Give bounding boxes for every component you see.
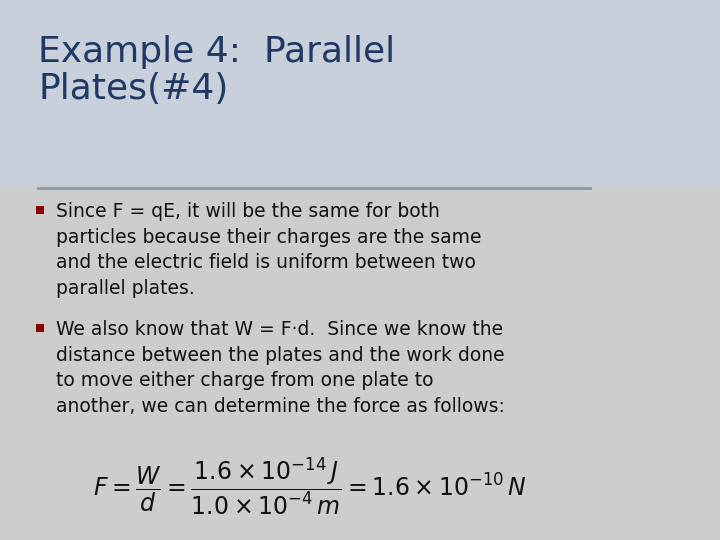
Text: $F = \dfrac{W}{d} = \dfrac{1.6\times10^{-14}\,J}{1.0\times10^{-4}\,m} = 1.6\time: $F = \dfrac{W}{d} = \dfrac{1.6\times10^{… [93, 455, 527, 517]
Text: We also know that W = F·d.  Since we know the
distance between the plates and th: We also know that W = F·d. Since we know… [56, 320, 505, 416]
Bar [36, 206, 44, 214]
Text: Since F = qE, it will be the same for both
particles because their charges are t: Since F = qE, it will be the same for bo… [56, 202, 482, 298]
Bar [0, 0, 720, 185]
Bar [36, 324, 44, 332]
Text: Plates(#4): Plates(#4) [38, 72, 228, 106]
Text: Example 4:  Parallel: Example 4: Parallel [38, 35, 395, 69]
